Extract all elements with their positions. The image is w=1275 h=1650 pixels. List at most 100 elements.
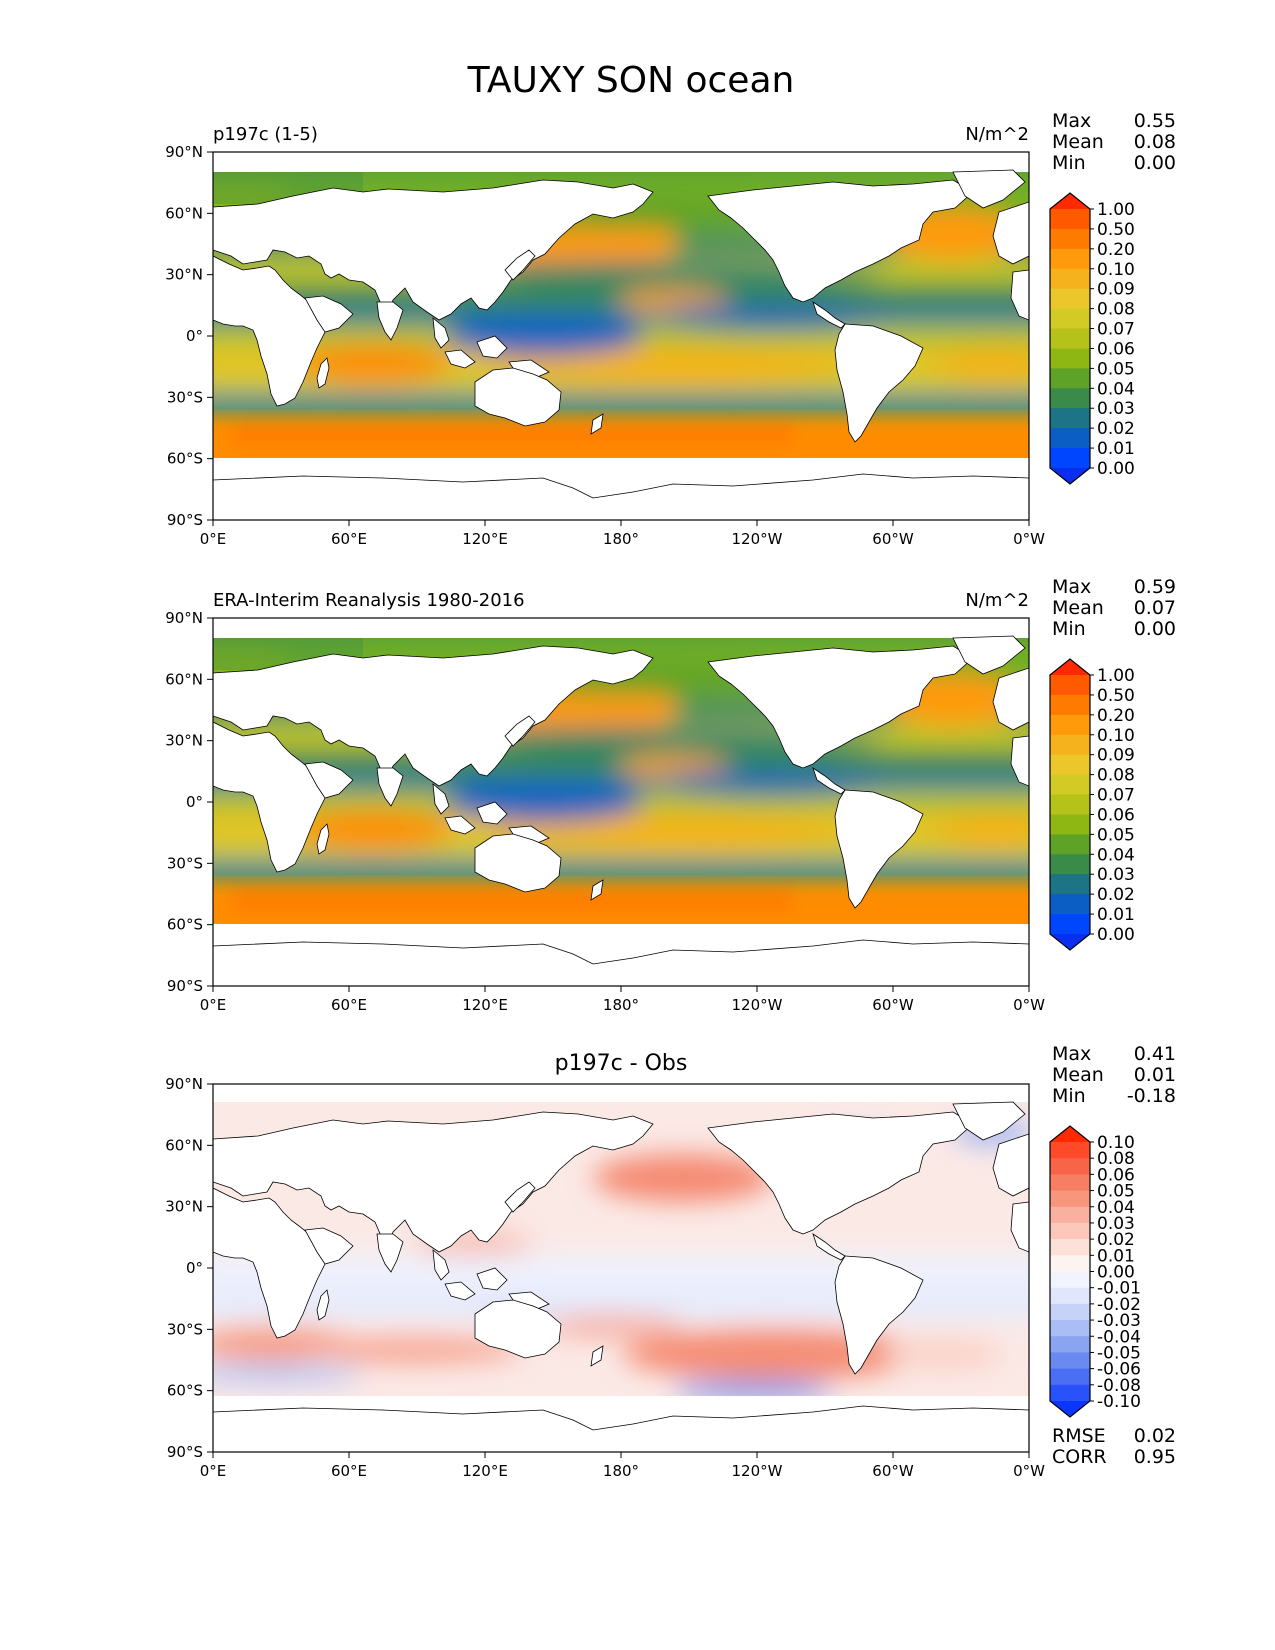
colorbar-segment — [1050, 209, 1090, 230]
stat-value: 0.41 — [1134, 1043, 1176, 1065]
lat-tick-label: 30°N — [165, 266, 203, 284]
stat-value: 0.95 — [1134, 1446, 1176, 1468]
colorbar-label: -0.10 — [1097, 1392, 1141, 1412]
colorbar-segment — [1050, 774, 1090, 796]
colorbar-segment — [1050, 348, 1090, 369]
panel-units: N/m^2 — [965, 590, 1029, 611]
stat-label: Min — [1052, 1085, 1086, 1107]
colorbar-label: 0.01 — [1097, 439, 1135, 459]
colorbar-segment — [1050, 228, 1090, 250]
panel-model: p197c (1-5) N/m^2 90°N 60°N 30°N 0° 30°S 60°S… — [165, 110, 1176, 548]
stat-value: 0.02 — [1134, 1425, 1176, 1447]
colorbar-label: 0.02 — [1097, 1230, 1135, 1250]
colorbar-label: 0.04 — [1097, 845, 1135, 865]
lon-tick-label: 0°W — [1013, 530, 1045, 548]
colorbar-label: -0.04 — [1097, 1327, 1141, 1347]
lat-tick-label: 30°N — [165, 732, 203, 750]
lon-tick-label: 120°W — [732, 1462, 783, 1480]
panel-obs: ERA-Interim Reanalysis 1980-2016 N/m^2 9… — [165, 576, 1176, 1014]
colorbar-segment — [1050, 1368, 1090, 1386]
colorbar-extend-max — [1050, 193, 1090, 209]
colorbar-label: 0.06 — [1097, 339, 1135, 359]
lat-tick-label: 60°N — [165, 670, 203, 688]
lon-tick-label: 0°E — [200, 530, 227, 548]
colorbar-segment — [1050, 268, 1090, 290]
lat-tick-label: 90°S — [167, 977, 203, 995]
lat-tick-label: 90°S — [167, 1443, 203, 1461]
colorbar-label: 0.01 — [1097, 905, 1135, 925]
colorbar-label: 0.09 — [1097, 746, 1135, 766]
colorbar-extend-min — [1050, 934, 1090, 950]
colorbar-label: 0.04 — [1097, 379, 1135, 399]
colorbar-segment — [1050, 1320, 1090, 1337]
colorbar-segment — [1050, 448, 1090, 469]
lon-tick-label: 120°W — [732, 996, 783, 1014]
colorbar-label: 0.00 — [1097, 1263, 1135, 1283]
colorbar-label: 0.10 — [1097, 726, 1135, 746]
colorbar-segment — [1050, 1384, 1090, 1402]
colorbar-segment — [1050, 1174, 1090, 1192]
lat-tick-label: 90°N — [165, 1075, 203, 1093]
colorbar-label: 0.01 — [1097, 1246, 1135, 1266]
lat-tick-label: 0° — [186, 327, 203, 345]
colorbar-segment — [1050, 408, 1090, 429]
colorbar-label: -0.02 — [1097, 1295, 1141, 1315]
lon-tick-label: 120°E — [462, 1462, 508, 1480]
colorbar-segment — [1050, 248, 1090, 270]
lat-tick-label: 0° — [186, 793, 203, 811]
colorbar-label: 0.06 — [1097, 805, 1135, 825]
colorbar-label: 0.50 — [1097, 686, 1135, 706]
colorbar-segment — [1050, 914, 1090, 935]
panel-left-title: p197c (1-5) — [213, 124, 318, 145]
colorbar-segment — [1050, 814, 1090, 835]
colorbar-segment — [1050, 1287, 1090, 1305]
colorbar-segment — [1050, 288, 1090, 310]
colorbar-label: 0.20 — [1097, 240, 1135, 260]
colorbar-extend-min — [1050, 468, 1090, 484]
colorbar-label: 0.50 — [1097, 220, 1135, 240]
colorbar-extend-max — [1050, 1126, 1090, 1142]
stat-value: 0.55 — [1134, 110, 1176, 132]
colorbar-label: 0.06 — [1097, 1165, 1135, 1185]
stat-value: 0.01 — [1134, 1064, 1176, 1086]
colorbar-label: 0.00 — [1097, 925, 1135, 945]
stats-block: Max 0.41 Mean 0.01 Min -0.18 — [1052, 1043, 1176, 1107]
map-model — [212, 151, 1030, 521]
stat-value: 0.08 — [1134, 131, 1176, 153]
panel-left-title: ERA-Interim Reanalysis 1980-2016 — [213, 590, 525, 611]
stat-label: Mean — [1052, 597, 1104, 619]
lon-tick-label: 60°W — [872, 1462, 914, 1480]
colorbar-label: -0.08 — [1097, 1376, 1141, 1396]
lon-tick-label: 0°E — [200, 996, 227, 1014]
colorbar-label: 0.05 — [1097, 1182, 1135, 1202]
colorbar-label: 0.08 — [1097, 766, 1135, 786]
colorbar-label: 0.04 — [1097, 1198, 1135, 1218]
colorbar-label: 0.02 — [1097, 419, 1135, 439]
colorbar-label: 0.08 — [1097, 300, 1135, 320]
colorbar-label: 0.05 — [1097, 825, 1135, 845]
stats-block: Max 0.59 Mean 0.07 Min 0.00 — [1052, 576, 1176, 640]
lat-tick-label: 90°N — [165, 609, 203, 627]
colorbar-label: 0.03 — [1097, 1214, 1135, 1234]
colorbar-label: 0.07 — [1097, 786, 1135, 806]
lat-tick-label: 60°S — [167, 1382, 203, 1400]
rmse-corr-block: RMSE 0.02 CORR 0.95 — [1052, 1425, 1176, 1468]
panel-units: N/m^2 — [965, 124, 1029, 145]
stat-label: Min — [1052, 152, 1086, 174]
colorbar-segment — [1050, 1142, 1090, 1159]
colorbar-segment — [1050, 1239, 1090, 1256]
lat-tick-label: 60°S — [167, 916, 203, 934]
colorbar-segment — [1050, 834, 1090, 855]
colorbar: 1.000.500.200.100.090.080.070.060.050.04… — [1049, 192, 1135, 485]
colorbar-segment — [1050, 694, 1090, 716]
colorbar-segment — [1050, 854, 1090, 875]
stat-value: 0.07 — [1134, 597, 1176, 619]
colorbar-segment — [1050, 754, 1090, 776]
lat-tick-label: 30°S — [167, 854, 203, 872]
stat-label: Min — [1052, 618, 1086, 640]
stat-label: RMSE — [1052, 1425, 1106, 1447]
map-diff — [212, 1083, 1030, 1453]
stat-label: Max — [1052, 1043, 1091, 1065]
colorbar-extend-max — [1050, 659, 1090, 675]
